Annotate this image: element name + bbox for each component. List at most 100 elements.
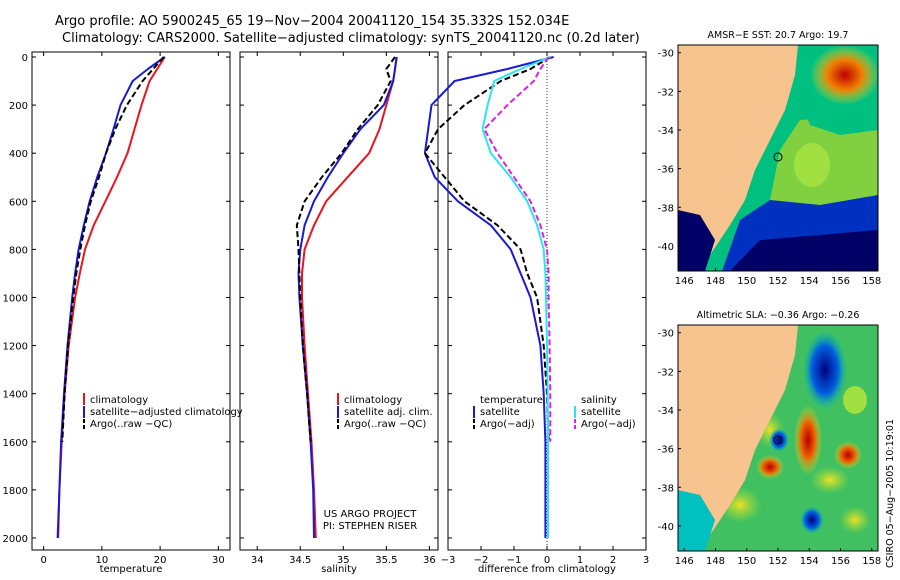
lon-tick-label: 156	[831, 556, 850, 567]
temperature-legend: climatology satellite−adjusted climatolo…	[83, 393, 243, 431]
x-tick-label: 3	[643, 555, 649, 566]
x-tick-label: 10	[96, 555, 109, 566]
x-tick-label: −1	[507, 555, 522, 566]
difference-legend-salinity: salinity satellite Argo(−adj)	[574, 395, 636, 431]
temperature-panel: 0 200 400 600 800 1000 1200 1400 1600 1800 2000 0 1…	[3, 51, 243, 575]
series-line-salinity-argo-adj-	[483, 56, 552, 442]
y-tick-label: 1000	[3, 293, 28, 304]
sst-argo-marker	[773, 152, 783, 162]
x-tick-label: 30	[212, 555, 225, 566]
x-tick-label: 34	[251, 555, 264, 566]
sla-map-image	[678, 325, 878, 551]
salinity-panel: 34 34.5 35 35.5 36 salinity climatology sate…	[239, 51, 439, 575]
lat-tick-label: -36	[658, 445, 674, 456]
legend-label-sal-argo: Argo(−adj)	[581, 419, 636, 430]
figure-title-line2: Climatology: CARS2000. Satellite−adjuste…	[62, 31, 640, 46]
lon-tick-label: 156	[831, 276, 850, 287]
sst-map-title: AMSR−E SST: 20.7 Argo: 19.7	[708, 30, 849, 41]
y-tick-label: 200	[9, 101, 28, 112]
difference-legend-temperature: temperature satellite Argo(−adj)	[473, 395, 543, 431]
lat-tick-label: -30	[658, 49, 674, 60]
difference-axis-label: difference from climatology	[478, 564, 616, 575]
series-line-argo-raw-qc-	[295, 56, 396, 442]
lon-tick-label: 150	[737, 276, 756, 287]
sst-map-lat-ticks: -30 -32 -34 -36 -38 -40	[658, 49, 681, 253]
legend-title-temperature: temperature	[480, 395, 543, 406]
salinity-tick-labels: 34 34.5 35 35.5 36	[240, 52, 438, 566]
sla-map-title: Altimetric SLA: −0.36 Argo: −0.26	[697, 310, 860, 321]
lat-tick-label: -40	[658, 242, 674, 253]
x-tick-label: −2	[474, 555, 489, 566]
temperature-tick-labels: 0 10 20 30	[32, 52, 230, 566]
series-line-climatology	[301, 56, 398, 539]
y-tick-label: 1200	[3, 342, 28, 353]
y-tick-label: 1400	[3, 390, 28, 401]
x-tick-label: 1	[577, 555, 583, 566]
y-tick-label: 1600	[3, 438, 28, 449]
temperature-series	[56, 56, 166, 539]
legend-title-salinity: salinity	[581, 395, 617, 406]
lat-tick-label: -38	[658, 483, 674, 494]
legend-label-satellite: satellite adj. clim.	[344, 407, 433, 418]
x-tick-label: 20	[154, 555, 167, 566]
legend-label-temp-satellite: satellite	[480, 407, 520, 418]
lon-tick-label: 152	[768, 556, 787, 567]
lon-tick-label: 150	[737, 556, 756, 567]
sla-map-lat-ticks: -30 -32 -34 -36 -38 -40	[658, 329, 681, 533]
series-line-argo-raw-qc-	[61, 56, 165, 442]
temperature-axes-frame	[31, 51, 231, 551]
depth-tick-labels: 0 200 400 600 800 1000 1200 1400 1600 1800 2000	[3, 53, 28, 545]
sst-map-lon-ticks: 146 148 150 152 154 156 158	[675, 268, 881, 287]
sla-map-lon-ticks: 146 148 150 152 154 156 158	[675, 548, 881, 567]
legend-label-argo: Argo(..raw −QC)	[344, 419, 426, 430]
y-tick-label: 1800	[3, 486, 28, 497]
lon-tick-label: 152	[768, 276, 787, 287]
figure-title-line1: Argo profile: AO 5900245_65 19−Nov−2004 …	[55, 14, 569, 29]
salinity-axis-label: salinity	[321, 564, 357, 575]
x-tick-label: 35	[337, 555, 350, 566]
lat-tick-label: -34	[658, 406, 674, 417]
x-tick-label: −3	[441, 555, 456, 566]
legend-label-satellite: satellite−adjusted climatology	[90, 407, 243, 418]
x-tick-label: 34.5	[289, 555, 311, 566]
y-tick-label: 400	[9, 149, 28, 160]
x-tick-label: 2	[610, 555, 616, 566]
series-line-satellite-adj-clim-	[297, 56, 398, 539]
lon-tick-label: 148	[706, 556, 725, 567]
y-tick-label: 0	[22, 53, 28, 64]
sst-map-panel: AMSR−E SST: 20.7 Argo: 19.7 146 148 150 152…	[658, 30, 882, 287]
legend-label-temp-argo: Argo(−adj)	[480, 419, 535, 430]
y-tick-label: 600	[9, 197, 28, 208]
lat-tick-label: -36	[658, 165, 674, 176]
series-line-temperature-satellite	[423, 56, 554, 538]
lon-tick-label: 148	[706, 276, 725, 287]
legend-label-climatology: climatology	[90, 395, 148, 406]
temperature-axis-label: temperature	[100, 564, 163, 575]
salinity-axes-frame	[239, 51, 439, 551]
x-tick-label: 0	[40, 555, 46, 566]
lat-tick-label: -34	[658, 126, 674, 137]
credit-line2: PI: STEPHEN RISER	[323, 521, 417, 532]
x-tick-label: 36	[423, 555, 436, 566]
lon-tick-label: 154	[800, 276, 819, 287]
lat-tick-label: -38	[658, 203, 674, 214]
x-tick-label: 0	[544, 555, 550, 566]
legend-label-argo: Argo(..raw −QC)	[90, 419, 172, 430]
lat-tick-label: -32	[658, 367, 674, 378]
difference-tick-labels: −3 −2 −1 0 1 2 3	[441, 52, 649, 566]
lon-tick-label: 154	[800, 556, 819, 567]
salinity-series	[295, 56, 398, 539]
y-tick-label: 800	[9, 245, 28, 256]
lon-tick-label: 158	[862, 556, 881, 567]
lon-tick-label: 146	[675, 556, 694, 567]
sla-map-panel: Altimetric SLA: −0.36 Argo: −0.26 146 148…	[658, 310, 882, 567]
sla-argo-marker	[773, 435, 783, 445]
credit-line1: US ARGO PROJECT	[324, 509, 418, 520]
difference-series	[423, 56, 554, 538]
lat-tick-label: -40	[658, 522, 674, 533]
timestamp-label: CSIRO 05−Aug−2005 10:19:01	[885, 419, 896, 568]
series-line-salinity-satellite	[481, 56, 551, 538]
legend-label-climatology: climatology	[344, 395, 402, 406]
y-tick-label: 2000	[3, 534, 28, 545]
